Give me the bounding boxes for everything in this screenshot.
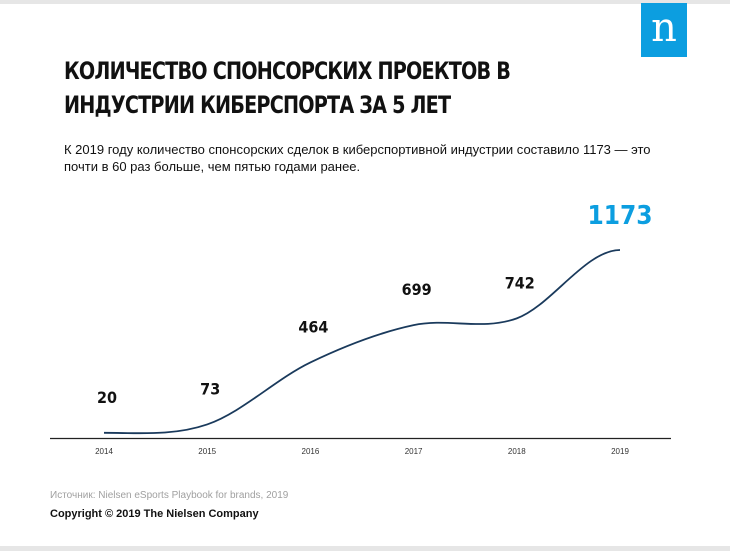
x-tick-2016: 2016 (302, 447, 320, 456)
series-line (103, 249, 621, 435)
data-label-2018: 742 (505, 273, 535, 292)
x-tick-2015: 2015 (198, 447, 216, 456)
data-label-2019: 1173 (587, 201, 652, 231)
data-label-2016: 464 (298, 317, 328, 336)
logo-letter: n (651, 5, 677, 51)
data-label-2014: 20 (97, 388, 117, 407)
data-labels: 20 73 464 699 742 1173 (97, 201, 653, 407)
chart-title: КОЛИЧЕСТВО СПОНСОРСКИХ ПРОЕКТОВ В ИНДУСТ… (64, 57, 511, 119)
data-label-2015: 73 (200, 379, 220, 398)
x-tick-labels: 2014 2015 2016 2017 2018 2019 (95, 447, 629, 456)
nielsen-logo: n (641, 3, 687, 57)
copyright: Copyright © 2019 The Nielsen Company (50, 508, 259, 520)
top-border (0, 0, 730, 4)
x-tick-2014: 2014 (95, 447, 113, 456)
x-tick-2017: 2017 (405, 447, 423, 456)
data-label-2017: 699 (402, 280, 432, 299)
chart-subtitle: К 2019 году количество спонсорских сдело… (64, 142, 651, 174)
x-tick-2019: 2019 (611, 447, 629, 456)
source-note: Источник: Nielsen eSports Playbook for b… (50, 490, 289, 501)
bottom-border (0, 546, 730, 551)
x-tick-2018: 2018 (508, 447, 526, 456)
